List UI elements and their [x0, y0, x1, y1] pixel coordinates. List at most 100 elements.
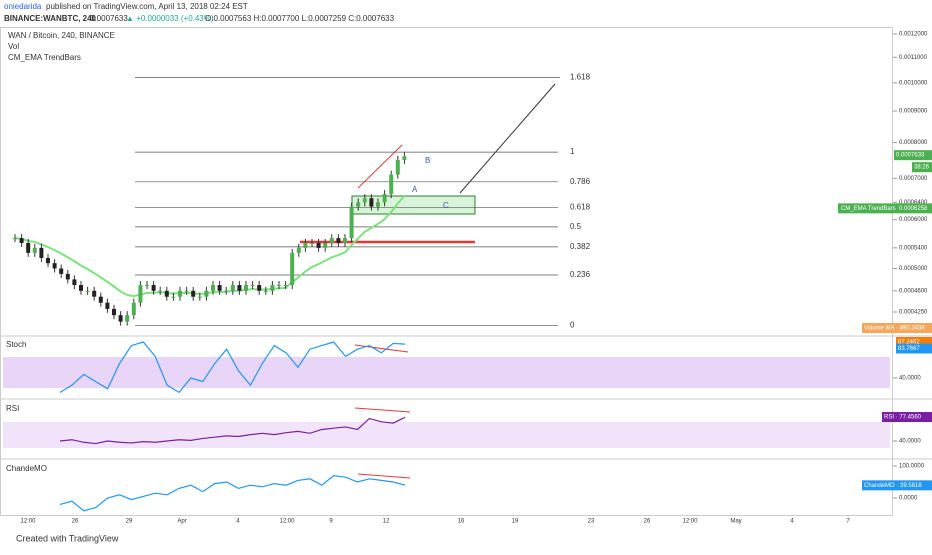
candle [250, 285, 255, 287]
candle [224, 290, 229, 292]
candle [389, 174, 394, 195]
ohlc: O:0.0007563 H:0.0007700 L:0.0007259 C:0.… [205, 14, 395, 23]
candle [204, 290, 209, 297]
candle [118, 315, 123, 322]
rsi-line [59, 416, 406, 445]
tag-label: 83.7667 [898, 346, 920, 352]
tag [838, 203, 932, 214]
annotation: C [443, 201, 449, 210]
time-label: 12:00 [682, 519, 698, 525]
footer[interactable]: Created with TradingView [16, 533, 119, 543]
fib-label: 0.786 [570, 177, 591, 186]
published: published on TradingView.com, April 13, … [46, 2, 248, 11]
fib-label: 1 [570, 147, 575, 156]
tag [896, 343, 932, 354]
tick-label: 0.0000 [899, 496, 918, 502]
candle [79, 285, 83, 291]
tag-label: 0.0006258 [899, 206, 928, 212]
tick-label: 40.0000 [899, 376, 921, 382]
candle [376, 202, 380, 207]
candle [343, 238, 347, 243]
ema [14, 195, 406, 298]
tick-label: 40.0000 [899, 439, 921, 445]
price-tick: 0.0007000 [899, 176, 928, 182]
time-label: 12:00 [20, 519, 36, 525]
candle [46, 257, 50, 264]
candle [164, 290, 169, 297]
time-label: 9 [329, 519, 333, 525]
time-label: 4 [790, 519, 794, 525]
tag-label: 38:26 [914, 165, 930, 171]
tag [896, 336, 932, 347]
arrow [357, 473, 411, 479]
fib-label: 0.382 [570, 242, 591, 251]
stoch-band [3, 357, 890, 388]
author[interactable]: oniedarida [4, 2, 42, 11]
candle [131, 302, 136, 316]
candle [395, 159, 400, 175]
candle [349, 206, 354, 239]
candle [26, 242, 31, 253]
arrow [459, 83, 556, 194]
price-tick: 0.0004600 [899, 288, 928, 294]
fib-label: 1.618 [570, 73, 591, 82]
time-label: 12 [383, 519, 390, 525]
price-tick: 0.0009000 [899, 109, 928, 115]
candle [184, 290, 189, 292]
candle [112, 308, 116, 316]
candle [244, 285, 248, 291]
time-label: 29 [126, 519, 133, 525]
rsi-band [3, 422, 890, 448]
candle [72, 279, 77, 286]
candle [92, 290, 97, 297]
arrow [354, 407, 411, 413]
candle [138, 285, 143, 303]
candle [52, 263, 57, 269]
time-label: 23 [588, 519, 595, 525]
candle [270, 285, 275, 291]
time-label: 12:00 [279, 519, 295, 525]
candle [382, 194, 387, 203]
arrow [354, 344, 409, 353]
candle [283, 285, 288, 287]
candle [323, 242, 328, 248]
time-label: Apr [177, 519, 186, 525]
candle [32, 247, 37, 253]
change: ▲ +0.0000033 (+0.43%) [126, 14, 214, 23]
candle [356, 202, 361, 207]
candle [171, 296, 176, 298]
tag [862, 480, 932, 491]
main-title: WAN / Bitcoin, 240, BINANCE [8, 31, 115, 40]
price-tick: 0.0012000 [899, 32, 928, 38]
tag-label: 87.2462 [898, 340, 920, 346]
price-tick: 0.0008000 [899, 140, 928, 146]
candle [369, 198, 374, 207]
candle [98, 296, 103, 303]
candle [402, 156, 407, 160]
candle [211, 285, 215, 291]
candle [290, 252, 295, 286]
chande-title: ChandeMO [6, 464, 47, 473]
fib-label: 0.5 [570, 222, 582, 231]
candle [316, 242, 321, 248]
candle [310, 242, 314, 244]
candle [217, 285, 222, 291]
time-label: 7 [846, 519, 850, 525]
frame [0, 27, 893, 516]
stoch-line [59, 341, 406, 394]
tag-label: RSI · 77.4560 [884, 415, 922, 421]
candle [277, 285, 281, 287]
candle [178, 290, 182, 297]
chande-line [59, 474, 406, 512]
candle [158, 290, 163, 292]
candle [296, 247, 301, 253]
candle [85, 290, 90, 292]
price-tick: 0.0005000 [899, 266, 928, 272]
time-label: 19 [512, 519, 519, 525]
candle [237, 285, 242, 291]
candle [151, 285, 156, 291]
fib-label: 0.236 [570, 270, 591, 279]
candle [59, 268, 64, 274]
price-tick: 0.0006400 [899, 200, 928, 206]
